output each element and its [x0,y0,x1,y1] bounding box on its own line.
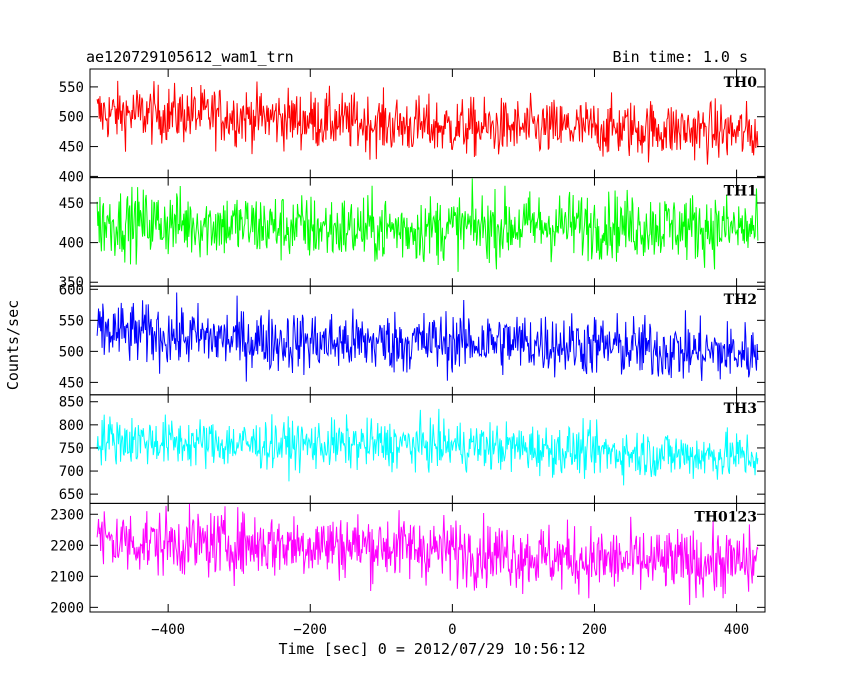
chart-title: ae120729105612_wam1_trn [86,48,294,66]
panel-th0: 400 450 500 550 TH0 [59,68,766,185]
y-tick-label: 2100 [50,569,84,585]
panel-label-th3: TH3 [724,401,757,417]
x-tick-label: −200 [293,622,327,638]
panel-th0123: 2000 2100 2200 2300 TH0123 [50,502,766,616]
x-axis-label: Time [sec] 0 = 2012/07/29 10:56:12 [278,640,585,658]
y-tick-label: 400 [59,169,84,185]
series-line-th2 [96,292,759,382]
y-tick-label: 2300 [50,507,84,523]
y-tick-label: 450 [59,140,84,156]
series-line-th0 [96,80,759,165]
y-tick-label: 2200 [50,538,84,554]
y-tick-label: 750 [59,441,84,457]
y-tick-label: 550 [59,313,84,329]
y-tick-label: 400 [59,236,84,252]
panel-th2: 450 500 550 600 TH2 [59,282,766,396]
panel-frame [89,502,766,613]
series-line-th3 [96,408,759,486]
y-tick-label: 500 [59,344,84,360]
y-tick-label: 700 [59,464,84,480]
panel-th1: 350 400 450 TH1 [59,177,766,291]
y-tick-label: 2000 [50,600,84,616]
y-tick-label: 650 [59,487,84,503]
y-tick-label: 850 [59,395,84,411]
panels-group: 400 450 500 550 TH0 350 400 450 TH1 450 500 550 600 T… [50,68,766,638]
x-tick-label: −400 [151,622,185,638]
y-tick-label: 500 [59,110,84,126]
x-tick-label: 400 [724,622,749,638]
panel-label-th0: TH0 [724,75,758,91]
bin-time-label: Bin time: 1.0 s [613,48,748,66]
y-axis-label: Counts/sec [4,300,22,390]
x-tick-label: 200 [582,622,607,638]
y-tick-label: 800 [59,418,84,434]
x-tick-label: 0 [448,622,456,638]
series-line-th1 [96,178,759,272]
y-tick-label: 600 [59,282,84,298]
panel-th3: 650 700 750 800 850 TH3 [59,394,766,504]
y-tick-label: 550 [59,80,84,96]
y-tick-label: 450 [59,375,84,391]
panel-label-th1: TH1 [724,184,757,200]
panel-label-th0123: TH0123 [694,509,757,525]
y-tick-label: 350 [59,275,84,291]
y-tick-label: 450 [59,196,84,212]
series-line-th0123 [96,503,759,606]
panel-label-th2: TH2 [724,292,757,308]
